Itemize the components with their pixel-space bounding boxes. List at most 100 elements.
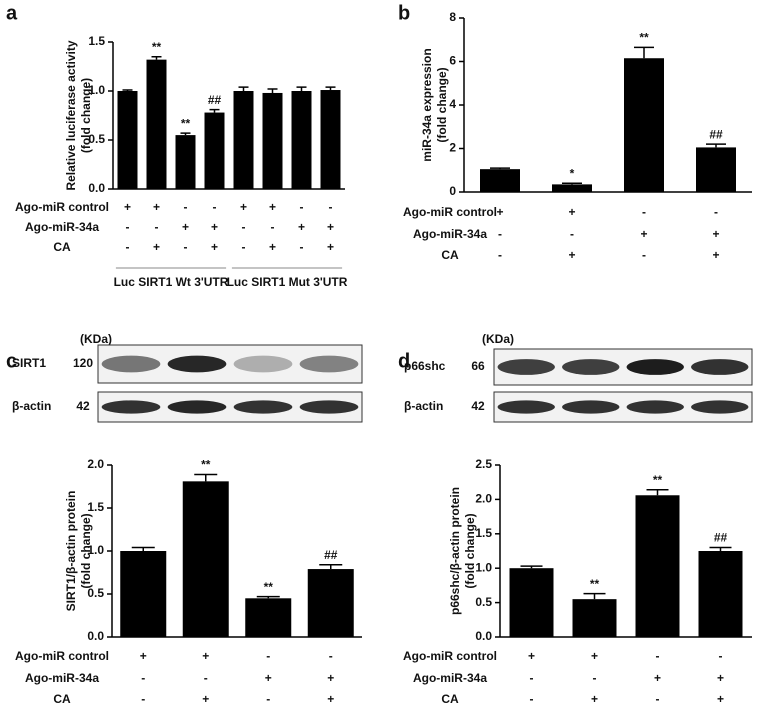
significance: ** — [152, 40, 162, 54]
condition-mark: + — [712, 248, 719, 262]
condition-mark: - — [204, 671, 208, 685]
bar — [245, 598, 292, 637]
y-axis-label: (fold change) — [79, 78, 93, 153]
y-tick-label: 8 — [449, 10, 456, 24]
condition-mark: + — [240, 200, 247, 214]
condition-mark: - — [656, 692, 660, 706]
bar — [572, 599, 617, 637]
condition-mark: + — [568, 248, 575, 262]
condition-mark: + — [298, 220, 305, 234]
error-bar — [583, 592, 606, 600]
y-tick-label: 1.5 — [88, 34, 105, 48]
condition-mark: + — [202, 649, 209, 663]
condition-mark: + — [717, 671, 724, 685]
condition-mark: - — [714, 205, 718, 219]
group-label: Luc SIRT1 Mut 3'UTR — [227, 275, 348, 289]
error-bar — [709, 546, 732, 551]
condition-mark: + — [269, 240, 276, 254]
blot-band — [691, 400, 749, 414]
bar — [262, 92, 283, 189]
condition-label: Ago-miR control — [403, 205, 497, 219]
bar — [307, 569, 354, 637]
condition-mark: + — [712, 227, 719, 241]
bar — [291, 91, 312, 189]
blot-band — [299, 355, 359, 373]
blot-kda: 66 — [471, 359, 485, 373]
condition-mark: + — [496, 205, 503, 219]
group-label: Luc SIRT1 Wt 3'UTR — [114, 275, 229, 289]
condition-mark: + — [327, 671, 334, 685]
y-tick-label: 0.0 — [88, 181, 105, 195]
y-tick-label: 0.5 — [475, 595, 492, 609]
panel-letter: a — [6, 2, 18, 24]
bar — [624, 58, 664, 192]
y-tick-label: 0 — [449, 184, 456, 198]
error-bar — [151, 55, 162, 60]
bar — [233, 91, 254, 189]
error-bar — [490, 167, 510, 170]
blot-band — [626, 400, 684, 414]
condition-mark: - — [155, 220, 159, 234]
condition-mark: - — [242, 220, 246, 234]
blot-band — [626, 359, 684, 375]
condition-mark: + — [640, 227, 647, 241]
error-bar — [194, 473, 218, 482]
bar — [175, 135, 196, 189]
condition-mark: - — [300, 240, 304, 254]
y-axis-label: (fold change) — [463, 513, 477, 588]
y-tick-label: 1.0 — [88, 83, 105, 97]
condition-mark: + — [124, 200, 131, 214]
condition-mark: - — [126, 220, 130, 234]
significance: ** — [639, 31, 649, 45]
y-tick-label: 1.5 — [87, 500, 104, 514]
blot-band — [167, 355, 227, 373]
panel-letter: d — [398, 350, 410, 372]
bar — [635, 495, 680, 637]
condition-mark: + — [568, 205, 575, 219]
blot-band — [233, 400, 293, 414]
condition-mark: + — [717, 692, 724, 706]
blot-band — [562, 400, 620, 414]
y-tick-label: 1.0 — [87, 543, 104, 557]
condition-label: Ago-miR-34a — [413, 227, 487, 241]
significance: ** — [653, 473, 663, 487]
condition-mark: + — [153, 200, 160, 214]
significance: * — [570, 166, 575, 180]
blot-band — [101, 355, 161, 373]
condition-mark: - — [656, 649, 660, 663]
kda-unit: (KDa) — [482, 332, 514, 346]
significance: ## — [709, 127, 723, 141]
y-tick-label: 0.5 — [87, 586, 104, 600]
condition-mark: - — [498, 227, 502, 241]
condition-mark: + — [211, 240, 218, 254]
condition-mark: - — [141, 671, 145, 685]
condition-label: Ago-miR control — [403, 649, 497, 663]
y-axis-label: p66shc/β-actin protein — [448, 487, 462, 615]
error-bar — [238, 86, 249, 91]
condition-label: CA — [53, 240, 71, 254]
error-bar — [520, 565, 543, 569]
bar — [552, 184, 592, 192]
blot-band — [497, 400, 555, 414]
condition-mark: + — [528, 649, 535, 663]
bar — [480, 169, 520, 192]
significance: ** — [264, 580, 274, 594]
condition-mark: + — [327, 692, 334, 706]
significance: ** — [181, 116, 191, 130]
bar — [204, 112, 225, 189]
y-tick-label: 2 — [449, 141, 456, 155]
condition-mark: - — [126, 240, 130, 254]
condition-mark: + — [265, 671, 272, 685]
y-axis-label: Relative luciferase activity — [64, 40, 78, 190]
bar — [120, 551, 167, 637]
y-tick-label: 0.0 — [475, 629, 492, 643]
condition-mark: - — [530, 671, 534, 685]
error-bar — [562, 182, 582, 185]
condition-mark: - — [642, 248, 646, 262]
error-bar — [706, 143, 726, 148]
kda-unit: (KDa) — [80, 332, 112, 346]
significance: ## — [324, 548, 338, 562]
condition-mark: - — [498, 248, 502, 262]
condition-mark: - — [266, 692, 270, 706]
